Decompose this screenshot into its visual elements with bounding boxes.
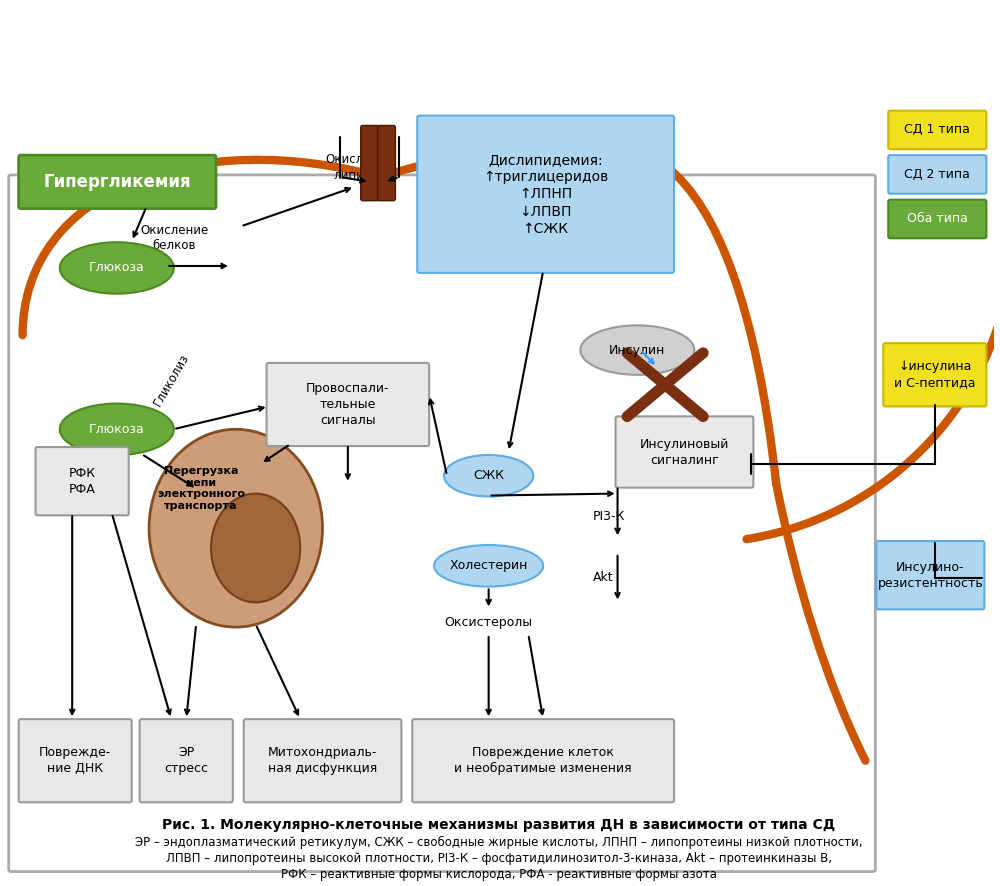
Text: Инсулин: Инсулин [609, 344, 666, 356]
Text: ↓инсулина
и С-пептида: ↓инсулина и С-пептида [894, 361, 976, 389]
Ellipse shape [444, 455, 533, 496]
Text: Окисление
белков: Окисление белков [140, 224, 208, 253]
Text: Akt: Akt [593, 571, 613, 584]
FancyBboxPatch shape [19, 155, 216, 208]
Ellipse shape [580, 325, 694, 375]
Text: Окисление
липидов: Окисление липидов [326, 153, 394, 181]
FancyBboxPatch shape [267, 363, 429, 446]
FancyBboxPatch shape [876, 541, 984, 610]
FancyBboxPatch shape [35, 447, 129, 516]
FancyBboxPatch shape [19, 719, 132, 803]
Text: СЖК: СЖК [473, 470, 504, 482]
Text: Инсулино-
резистентность: Инсулино- резистентность [878, 561, 983, 590]
FancyBboxPatch shape [883, 343, 986, 407]
FancyBboxPatch shape [378, 126, 395, 200]
Text: СД 2 типа: СД 2 типа [904, 168, 970, 181]
Text: ЛПВП – липопротеины высокой плотности, PI3-К – фосфатидилинозитол-3-киназа, Akt : ЛПВП – липопротеины высокой плотности, P… [166, 851, 832, 865]
FancyBboxPatch shape [888, 155, 986, 194]
FancyBboxPatch shape [888, 199, 986, 238]
FancyBboxPatch shape [417, 115, 674, 273]
Text: Глюкоза: Глюкоза [89, 261, 145, 275]
Text: Оба типа: Оба типа [907, 213, 968, 225]
Text: Дислипидемия:
↑триглицеридов
↑ЛПНП
↓ЛПВП
↑СЖК: Дислипидемия: ↑триглицеридов ↑ЛПНП ↓ЛПВП… [483, 152, 608, 236]
FancyBboxPatch shape [361, 126, 379, 200]
Text: ЭР – эндоплазматический ретикулум, СЖК – свободные жирные кислоты, ЛПНП – липопр: ЭР – эндоплазматический ретикулум, СЖК –… [135, 835, 862, 849]
FancyBboxPatch shape [412, 719, 674, 803]
Text: СД 1 типа: СД 1 типа [904, 123, 970, 136]
Ellipse shape [211, 494, 300, 602]
Text: Рис. 1. Молекулярно-клеточные механизмы развития ДН в зависимости от типа СД: Рис. 1. Молекулярно-клеточные механизмы … [162, 818, 835, 832]
FancyBboxPatch shape [616, 416, 753, 487]
Ellipse shape [149, 429, 323, 627]
Text: Поврежде-
ние ДНК: Поврежде- ние ДНК [39, 746, 111, 775]
Ellipse shape [60, 403, 174, 455]
Text: РФК – реактивные формы кислорода, РФА - реактивные формы азота: РФК – реактивные формы кислорода, РФА - … [281, 867, 716, 881]
FancyBboxPatch shape [9, 175, 875, 872]
Text: Митохондриаль-
ная дисфункция: Митохондриаль- ная дисфункция [268, 746, 377, 775]
FancyBboxPatch shape [888, 111, 986, 149]
Text: Гликолиз: Гликолиз [151, 351, 192, 408]
Ellipse shape [434, 545, 543, 587]
Text: Инсулиновый
сигналинг: Инсулиновый сигналинг [640, 438, 729, 467]
Text: Провоспали-
тельные
сигналы: Провоспали- тельные сигналы [306, 382, 390, 427]
Text: Холестерин: Холестерин [449, 559, 528, 572]
Text: РФК
РФА: РФК РФА [69, 467, 96, 495]
Text: PI3-К: PI3-К [593, 509, 625, 523]
FancyBboxPatch shape [140, 719, 233, 803]
Text: ЭР
стресс: ЭР стресс [164, 746, 208, 775]
FancyBboxPatch shape [244, 719, 401, 803]
Text: Оксистеролы: Оксистеролы [445, 616, 533, 629]
Text: Перегрузка
цепи
электронного
транспорта: Перегрузка цепи электронного транспорта [157, 466, 245, 511]
Text: Гипергликемия: Гипергликемия [43, 173, 191, 190]
Text: Глюкоза: Глюкоза [89, 423, 145, 436]
Ellipse shape [60, 242, 174, 293]
Text: Повреждение клеток
и необратимые изменения: Повреждение клеток и необратимые изменен… [454, 746, 632, 775]
